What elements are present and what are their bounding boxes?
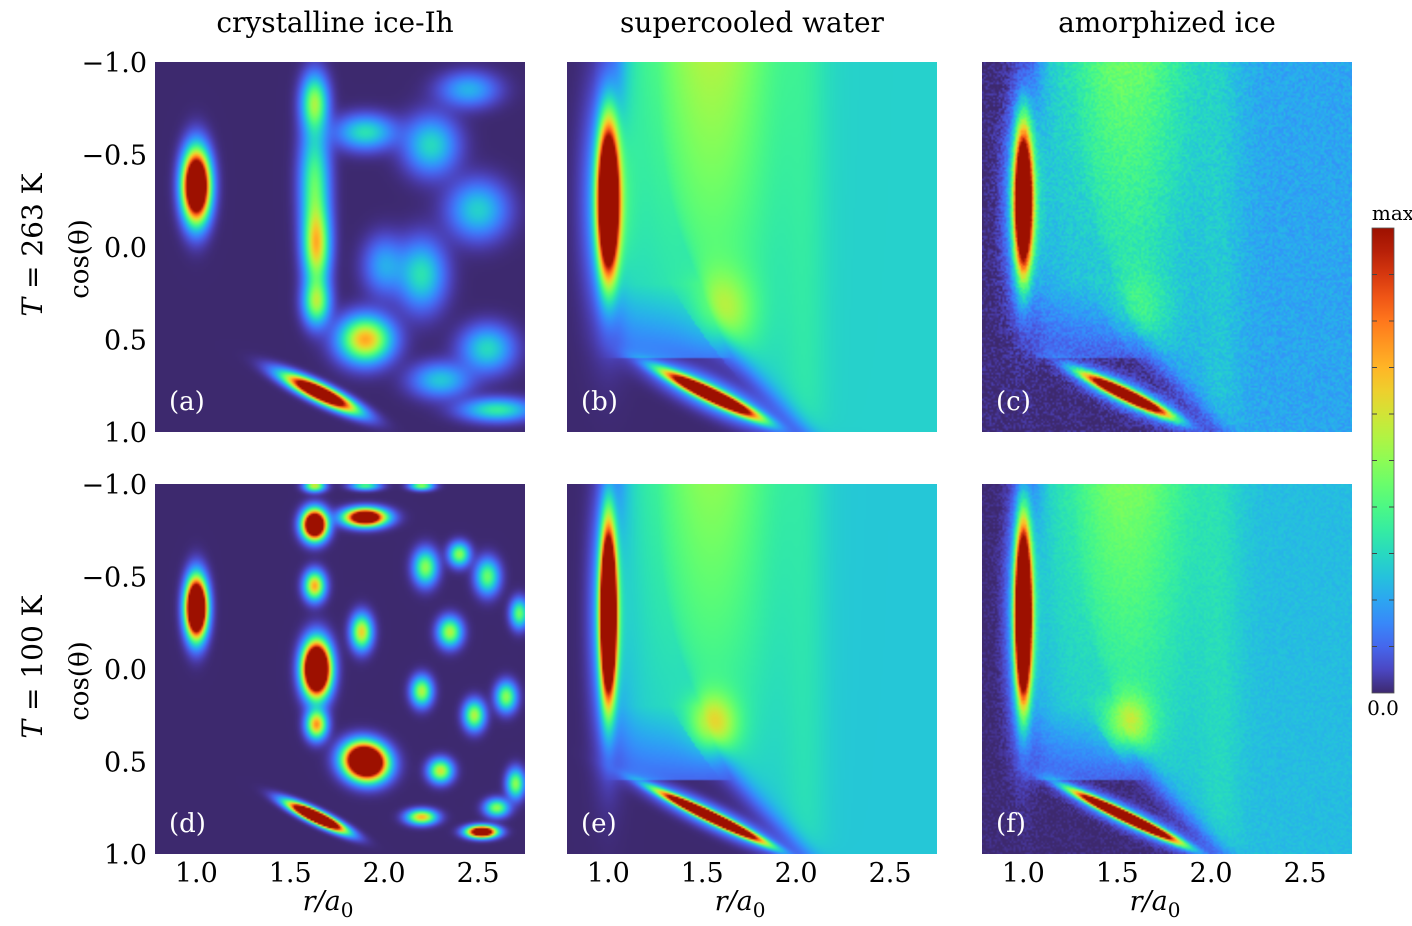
x-tick-label: 1.5 bbox=[681, 858, 724, 889]
panel-f: (f) bbox=[982, 484, 1352, 854]
x-tick-label: 2.5 bbox=[1284, 858, 1327, 889]
x-tick-label: 2.0 bbox=[363, 858, 406, 889]
panel-d: (d) bbox=[155, 484, 525, 854]
panel-label: (f) bbox=[996, 809, 1026, 839]
y-tick-label: 1.0 bbox=[104, 840, 147, 871]
panel-label: (d) bbox=[169, 809, 206, 839]
row-label: T = 263 K bbox=[16, 172, 49, 316]
x-axis-label-var: r/a bbox=[303, 886, 341, 917]
x-tick-label: 2.0 bbox=[775, 858, 818, 889]
colorbar-max-label: max bbox=[1372, 201, 1412, 225]
x-axis-label-sub: 0 bbox=[753, 898, 766, 922]
panel-e: (e) bbox=[567, 484, 937, 854]
row-label-value: = 100 K bbox=[16, 594, 49, 720]
column-title: amorphized ice bbox=[1058, 6, 1276, 39]
y-tick-label: −0.5 bbox=[81, 563, 147, 594]
panel-label: (e) bbox=[581, 809, 617, 839]
x-axis-label-var: r/a bbox=[1130, 886, 1168, 917]
heatmap-image bbox=[982, 62, 1352, 432]
panels-layer: (a) (b) (c) (d) (e) (f) bbox=[155, 62, 1352, 854]
column-title: crystalline ice-Ih bbox=[216, 6, 453, 39]
y-axis-label: cos(θ) bbox=[65, 641, 95, 721]
x-axis-label-sub: 0 bbox=[341, 898, 354, 922]
row-label: T = 100 K bbox=[16, 594, 49, 738]
panel-label: (c) bbox=[996, 387, 1031, 417]
heatmap-image bbox=[155, 484, 525, 854]
row-label-value: = 263 K bbox=[16, 172, 49, 298]
y-tick-label: 0.5 bbox=[104, 326, 147, 357]
y-tick-label: 0.5 bbox=[104, 748, 147, 779]
row-label-var: T bbox=[16, 718, 49, 739]
heatmap-image bbox=[155, 62, 525, 432]
y-axis-label: cos(θ) bbox=[65, 219, 95, 299]
x-tick-label: 1.0 bbox=[175, 858, 218, 889]
x-axis-label-sub: 0 bbox=[1168, 898, 1181, 922]
panel-b: (b) bbox=[567, 62, 937, 432]
panel-a: (a) bbox=[155, 62, 525, 432]
heatmap-image bbox=[982, 484, 1352, 854]
heatmap-image bbox=[567, 62, 937, 432]
column-title: supercooled water bbox=[620, 6, 885, 39]
heatmap-image bbox=[567, 484, 937, 854]
x-tick-label: 1.0 bbox=[587, 858, 630, 889]
x-tick-label: 2.0 bbox=[1190, 858, 1233, 889]
panel-label: (b) bbox=[581, 387, 618, 417]
colorbar-min-label: 0.0 bbox=[1367, 696, 1399, 720]
y-tick-label: −0.5 bbox=[81, 141, 147, 172]
x-tick-label: 1.5 bbox=[269, 858, 312, 889]
x-tick-label: 2.5 bbox=[457, 858, 500, 889]
x-tick-label: 2.5 bbox=[869, 858, 912, 889]
x-axis-label: r/a0 bbox=[1130, 886, 1181, 922]
labels-layer: crystalline ice-Ih supercooled water amorp… bbox=[16, 6, 1327, 922]
y-tick-label: −1.0 bbox=[81, 48, 147, 79]
x-axis-label: r/a0 bbox=[715, 886, 766, 922]
row-label-var: T bbox=[16, 296, 49, 317]
x-axis-label: r/a0 bbox=[303, 886, 354, 922]
panel-c: (c) bbox=[982, 62, 1352, 432]
x-axis-label-var: r/a bbox=[715, 886, 753, 917]
panel-label: (a) bbox=[169, 387, 205, 417]
y-tick-label: −1.0 bbox=[81, 470, 147, 501]
colorbar: max 0.0 bbox=[1367, 201, 1412, 720]
x-tick-label: 1.5 bbox=[1096, 858, 1139, 889]
y-tick-label: 1.0 bbox=[104, 418, 147, 449]
y-tick-label: 0.0 bbox=[104, 655, 147, 686]
y-tick-label: 0.0 bbox=[104, 233, 147, 264]
x-tick-label: 1.0 bbox=[1002, 858, 1045, 889]
